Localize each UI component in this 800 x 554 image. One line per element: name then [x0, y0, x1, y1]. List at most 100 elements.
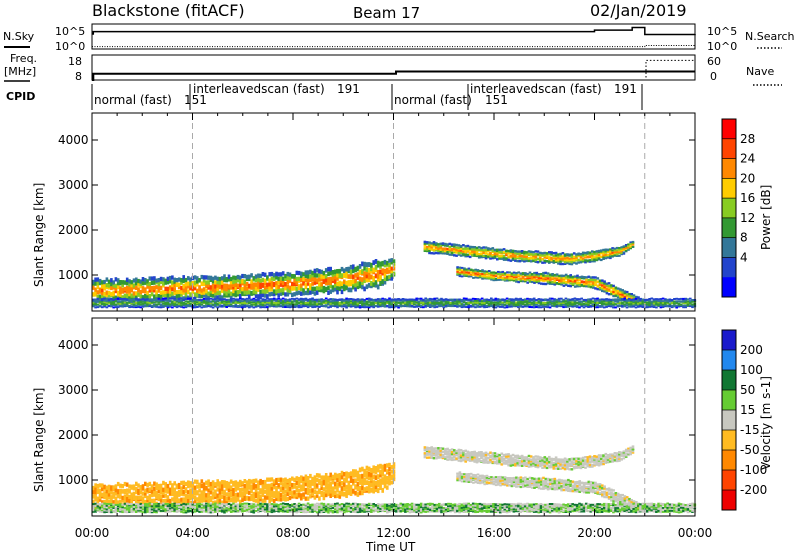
- scatter-cell: [365, 262, 369, 267]
- scatter-cell: [272, 292, 276, 297]
- scatter-cell: [691, 300, 694, 303]
- scatter-cell: [463, 480, 466, 483]
- scatter-cell: [424, 297, 427, 300]
- scatter-cell: [236, 486, 240, 491]
- scatter-cell: [441, 456, 445, 460]
- scatter-cell: [548, 458, 551, 461]
- scatter-cell: [552, 457, 556, 461]
- scatter-cell: [363, 286, 366, 292]
- scatter-cell: [209, 302, 213, 305]
- scatter-cell: [500, 455, 504, 459]
- scatter-cell: [374, 267, 378, 273]
- scatter-cell: [451, 304, 455, 307]
- scatter-cell: [569, 298, 572, 301]
- scatter-cell: [173, 283, 176, 288]
- scatter-cell: [338, 273, 342, 278]
- scatter-cell: [675, 306, 678, 309]
- scatter-cell: [130, 496, 133, 501]
- scatter-cell: [275, 486, 278, 491]
- scatter-cell: [515, 273, 518, 276]
- scatter-cell: [537, 273, 541, 276]
- scatter-cell: [248, 276, 251, 282]
- scatter-cell: [577, 255, 580, 258]
- scatter-cell: [435, 305, 439, 308]
- scatter-cell: [580, 276, 584, 280]
- station-title: Blackstone (fitACF): [92, 1, 245, 20]
- scatter-cell: [214, 305, 217, 308]
- scatter-cell: [184, 306, 188, 309]
- scatter-cell: [620, 250, 623, 253]
- scatter-cell: [442, 303, 446, 306]
- scatter-cell: [655, 302, 658, 305]
- scatter-cell: [397, 301, 400, 304]
- scatter-cell: [272, 485, 276, 490]
- scatter-cell: [110, 304, 113, 307]
- scatter-cell: [570, 462, 574, 465]
- scatter-cell: [381, 477, 384, 482]
- scatter-cell: [609, 304, 613, 307]
- scatter-cell: [386, 469, 389, 474]
- scatter-cell: [370, 476, 373, 482]
- scatter-cell: [135, 495, 138, 500]
- scatter-cell: [441, 447, 445, 450]
- scatter-cell: [334, 302, 337, 305]
- scatter-cell: [616, 302, 620, 305]
- scatter-cell: [475, 461, 479, 464]
- scatter-cell: [340, 284, 344, 289]
- cpid-seg-3-label: interleavedscan (fast): [470, 82, 602, 96]
- scatter-cell: [241, 306, 244, 309]
- scatter-cell: [585, 278, 588, 282]
- scatter-cell: [304, 496, 308, 501]
- scatter-cell: [202, 287, 206, 292]
- scatter-cell: [250, 285, 253, 290]
- scatter-cell: [182, 303, 185, 306]
- scatter-cell: [162, 487, 165, 492]
- scatter-cell: [306, 281, 310, 286]
- scatter-cell: [497, 270, 500, 273]
- scatter-cell: [507, 249, 510, 253]
- scatter-cell: [457, 456, 461, 459]
- scatter-cell: [331, 479, 335, 485]
- scatter-cell: [618, 254, 621, 257]
- scatter-cell: [241, 287, 244, 292]
- scatter-cell: [567, 280, 570, 283]
- scatter-cell: [514, 299, 518, 301]
- scatter-cell: [444, 451, 447, 454]
- scatter-cell: [545, 260, 549, 263]
- scatter-cell: [313, 475, 317, 480]
- scatter-cell: [566, 301, 570, 303]
- scatter-cell: [494, 301, 498, 304]
- scatter-cell: [277, 477, 280, 482]
- scatter-cell: [457, 455, 461, 458]
- scatter-cell: [320, 482, 323, 488]
- scatter-cell: [537, 278, 541, 281]
- scatter-cell: [250, 303, 253, 306]
- scatter-cell: [441, 252, 445, 255]
- scatter-cell: [128, 305, 131, 307]
- scatter-cell: [112, 296, 115, 301]
- scatter-cell: [189, 304, 192, 307]
- scatter-cell: [128, 494, 131, 500]
- scatter-cell: [469, 475, 473, 478]
- scatter-cell: [444, 244, 447, 247]
- scatter-cell: [595, 258, 599, 262]
- scatter-cell: [491, 454, 495, 457]
- scatter-cell: [345, 271, 348, 276]
- scatter-cell: [612, 288, 615, 291]
- scatter-cell: [591, 460, 594, 463]
- scatter-cell: [250, 301, 253, 304]
- scatter-cell: [539, 258, 542, 261]
- scatter-cell: [94, 497, 97, 502]
- scatter-cell: [209, 304, 213, 307]
- scatter-cell: [331, 300, 335, 302]
- scatter-cell: [492, 298, 495, 301]
- scatter-cell: [589, 276, 593, 279]
- scatter-cell: [508, 277, 511, 280]
- scatter-cell: [428, 249, 431, 252]
- scatter-cell: [383, 262, 387, 268]
- scatter-cell: [248, 299, 251, 302]
- scatter-cell: [494, 271, 498, 274]
- scatter-cell: [490, 278, 493, 281]
- scatter-cell: [487, 304, 491, 307]
- scatter-cell: [450, 249, 454, 252]
